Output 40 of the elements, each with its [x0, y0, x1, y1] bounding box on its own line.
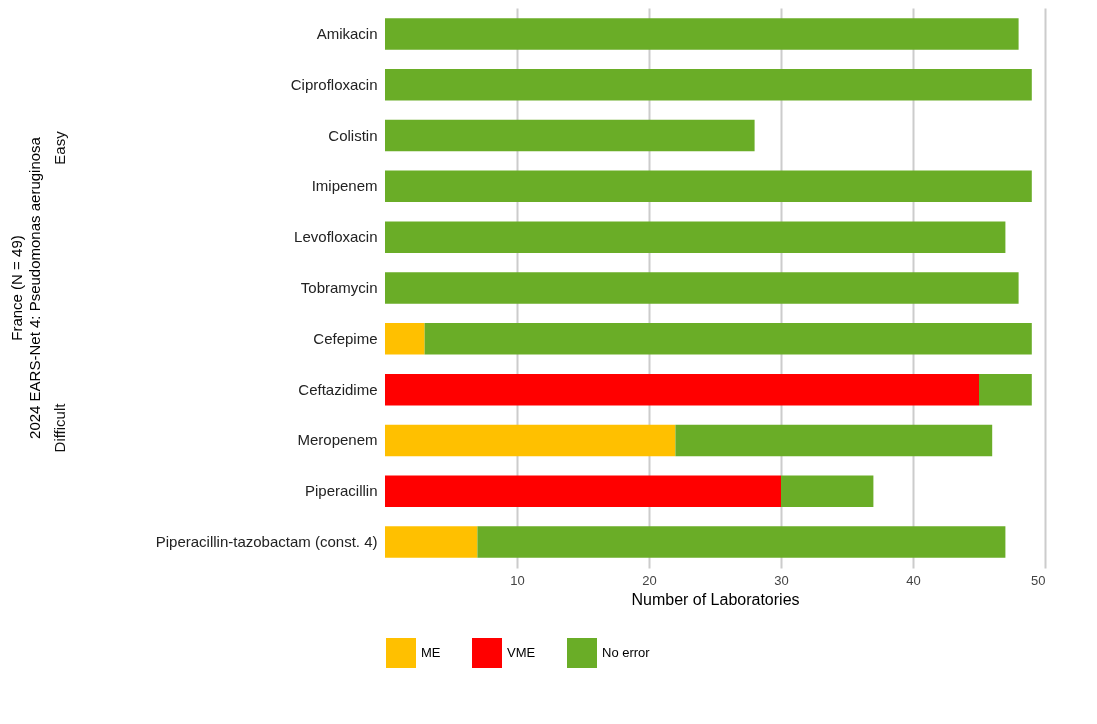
bar: [385, 424, 676, 457]
bar: [385, 373, 979, 406]
bar: [385, 526, 478, 558]
x-tick-label: 50: [1031, 572, 1046, 588]
bar: [385, 272, 1019, 304]
text: 2024 EARS-Net 4: Pseudomonas aeruginosa: [26, 136, 43, 439]
x-axis-title: Number of Laboratories: [631, 590, 800, 608]
bar: [385, 119, 755, 152]
x-tick-label: 20: [642, 572, 657, 588]
bar: [781, 475, 874, 508]
bar: [385, 475, 781, 508]
y-tick-label: Ceftazidime: [298, 380, 378, 398]
y-tick-label: Imipenem: [311, 177, 378, 195]
legend-label: VME: [507, 645, 536, 660]
bar: [477, 526, 1006, 558]
bar: [385, 221, 1006, 253]
text: Easy: [51, 130, 68, 165]
bar: [979, 373, 1032, 406]
bar: [424, 323, 1032, 355]
y-tick-label: Piperacillin-tazobactam (const. 4): [155, 533, 378, 551]
x-tick-label: 10: [510, 572, 525, 588]
y-tick-label: Piperacillin: [304, 482, 378, 500]
legend-label: ME: [421, 645, 441, 660]
y-tick-label: Meropenem: [297, 431, 378, 449]
y-tick-label: Tobramycin: [300, 279, 378, 296]
text: France (N = 49): [8, 235, 25, 341]
y-tick-label: Ciprofloxacin: [290, 75, 378, 93]
text: Difficult: [51, 402, 68, 453]
bar: [385, 68, 1032, 101]
bar: [385, 170, 1032, 203]
bar: [675, 424, 993, 457]
y-tick-label: Levofloxacin: [294, 228, 378, 246]
legend-label: No error: [602, 645, 651, 660]
y-tick-label: Colistin: [328, 126, 378, 144]
x-tick-label: 30: [774, 572, 789, 588]
y-tick-label: Amikacin: [316, 24, 378, 42]
bar: [385, 18, 1019, 50]
bar: [385, 323, 425, 355]
y-tick-label: Cefepime: [313, 329, 378, 347]
x-tick-label: 40: [906, 572, 921, 588]
